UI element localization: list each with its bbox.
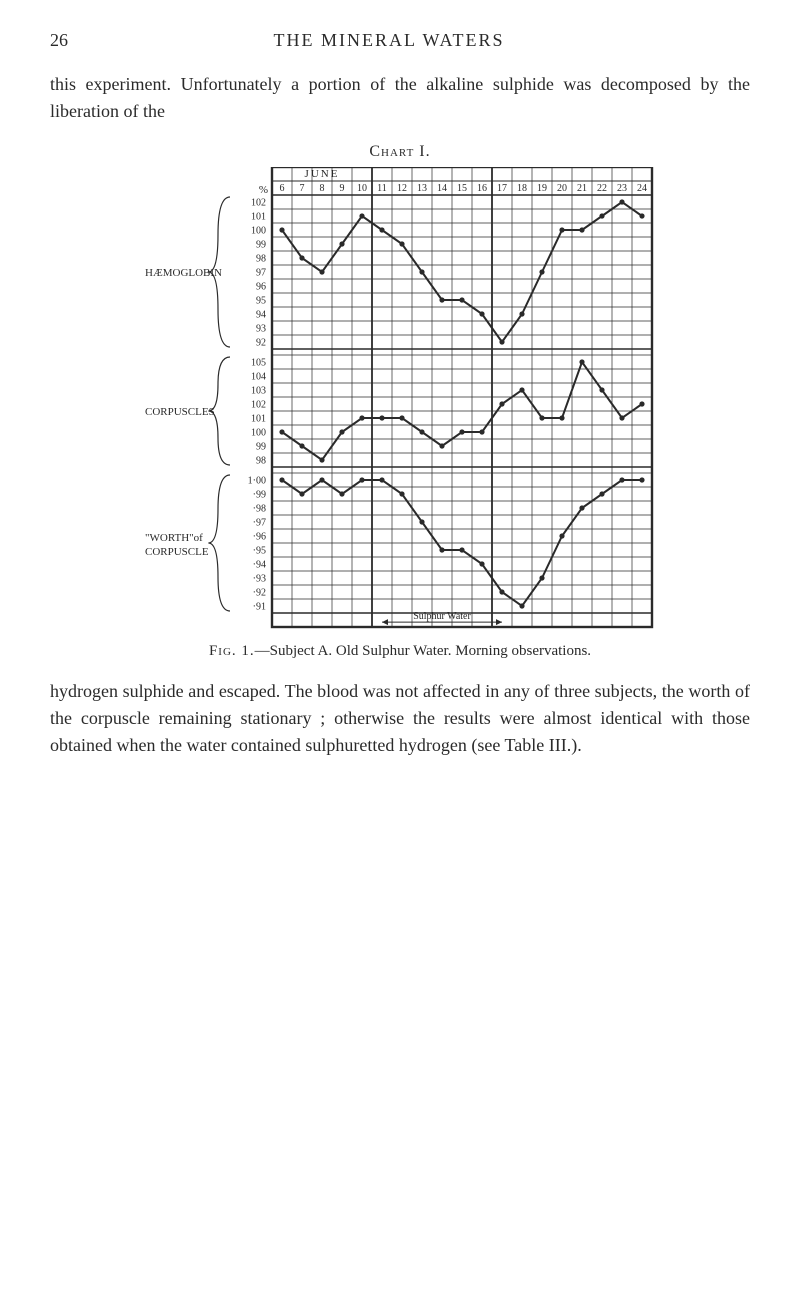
svg-text:CORPUSCLES: CORPUSCLES	[145, 406, 215, 418]
svg-text:23: 23	[617, 183, 627, 194]
svg-text:·98: ·98	[252, 504, 265, 515]
svg-text:7: 7	[299, 183, 304, 194]
figure: JUNE 6 7 8 9 10 11 12 13 14 15 16 17 18 19 20 21 22 23 24% 1…	[50, 167, 750, 633]
svg-text:JUNE: JUNE	[304, 168, 339, 180]
svg-text:·97: ·97	[252, 518, 265, 529]
svg-text:13: 13	[417, 183, 427, 194]
svg-text:99: 99	[256, 442, 266, 453]
svg-text:15: 15	[457, 183, 467, 194]
svg-text:11: 11	[377, 183, 387, 194]
svg-text:101: 101	[251, 212, 266, 223]
caption-prefix: Fig. 1.	[209, 643, 255, 659]
svg-text:·91: ·91	[252, 602, 265, 613]
svg-text:94: 94	[256, 310, 266, 321]
chart-svg: JUNE 6 7 8 9 10 11 12 13 14 15 16 17 18 19 20 21 22 23 24% 1…	[143, 167, 658, 633]
svg-text:100: 100	[251, 428, 266, 439]
svg-text:Sulphur Water: Sulphur Water	[413, 611, 471, 622]
svg-text:6: 6	[279, 183, 284, 194]
svg-text:24: 24	[637, 183, 647, 194]
svg-text:10: 10	[357, 183, 367, 194]
chart-title: Chart I.	[50, 143, 750, 161]
svg-text:20: 20	[557, 183, 567, 194]
caption-rest: —Subject A. Old Sulphur Water. Morning o…	[255, 643, 591, 659]
svg-text:92: 92	[256, 338, 266, 349]
svg-text:100: 100	[251, 226, 266, 237]
svg-text:CORPUSCLE: CORPUSCLE	[145, 546, 209, 558]
svg-text:1·00: 1·00	[247, 476, 265, 487]
svg-text:12: 12	[397, 183, 407, 194]
svg-text:102: 102	[251, 198, 266, 209]
svg-text:21: 21	[577, 183, 587, 194]
svg-text:·94: ·94	[252, 560, 265, 571]
svg-text:8: 8	[319, 183, 324, 194]
svg-text:18: 18	[517, 183, 527, 194]
svg-text:105: 105	[251, 358, 266, 369]
svg-text:·95: ·95	[252, 546, 265, 557]
svg-text:9: 9	[339, 183, 344, 194]
svg-text:22: 22	[597, 183, 607, 194]
svg-text:101: 101	[251, 414, 266, 425]
svg-text:19: 19	[537, 183, 547, 194]
svg-text:·92: ·92	[252, 588, 265, 599]
running-title: THE MINERAL WATERS	[28, 30, 750, 51]
svg-text:103: 103	[251, 386, 266, 397]
svg-text:93: 93	[256, 324, 266, 335]
paragraph-bottom: hydrogen sulphide and escaped. The blood…	[50, 678, 750, 759]
svg-text:"WORTH"of: "WORTH"of	[145, 532, 203, 544]
svg-text:·93: ·93	[252, 574, 265, 585]
svg-text:·99: ·99	[252, 490, 265, 501]
svg-text:102: 102	[251, 400, 266, 411]
paragraph-top: this experiment. Unfortunately a portion…	[50, 71, 750, 125]
svg-text:97: 97	[256, 268, 266, 279]
svg-text:98: 98	[256, 254, 266, 265]
svg-text:16: 16	[477, 183, 487, 194]
svg-text:104: 104	[251, 372, 266, 383]
svg-text:·96: ·96	[252, 532, 265, 543]
svg-text:96: 96	[256, 282, 266, 293]
svg-text:95: 95	[256, 296, 266, 307]
svg-text:%: %	[258, 184, 267, 196]
svg-text:99: 99	[256, 240, 266, 251]
svg-text:98: 98	[256, 456, 266, 467]
svg-text:17: 17	[497, 183, 507, 194]
svg-text:HÆMOGLOBIN: HÆMOGLOBIN	[145, 267, 222, 279]
figure-caption: Fig. 1.—Subject A. Old Sulphur Water. Mo…	[50, 643, 750, 660]
svg-text:14: 14	[437, 183, 447, 194]
